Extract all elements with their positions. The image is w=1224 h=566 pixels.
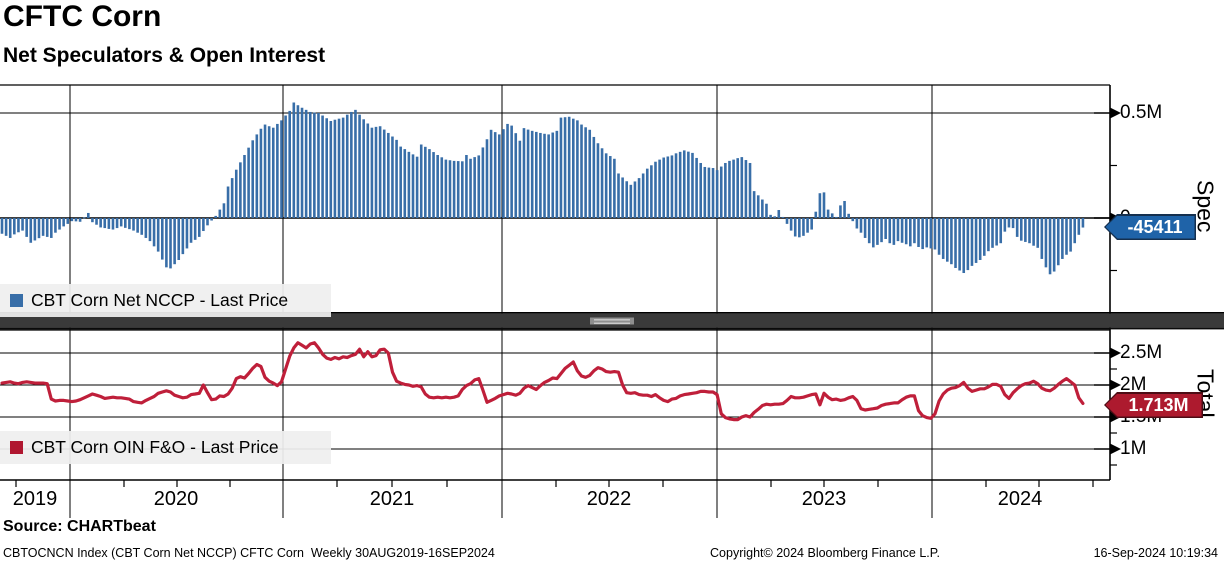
total-last-price-badge: 1.713M: [1104, 392, 1203, 418]
spec-series-swatch-icon: [10, 294, 23, 307]
total-axis-tick-label: 1M: [1120, 438, 1147, 459]
page-title: CFTC Corn: [3, 0, 162, 33]
source-label: Source: CHARTbeat: [3, 518, 156, 535]
page-subtitle: Net Speculators & Open Interest: [3, 44, 326, 67]
legend-spec-label: CBT Corn Net NCCP - Last Price: [31, 290, 289, 310]
x-axis-year-label: 2022: [586, 488, 632, 510]
total-series-swatch-icon: [10, 441, 23, 454]
spec-badge-fill: [1105, 215, 1195, 239]
spec-last-price-value: -45411: [1127, 216, 1183, 237]
x-axis-year-label: 2021: [369, 488, 415, 510]
spec-last-price-badge: -45411: [1104, 214, 1196, 240]
legend-spec-series[interactable]: CBT Corn Net NCCP - Last Price: [0, 284, 331, 317]
x-axis-year-label: 2024: [997, 488, 1043, 510]
x-axis-year-label: 2019: [12, 488, 58, 510]
footer-timestamp: 16-Sep-2024 10:19:34: [1093, 546, 1218, 560]
total-axis-tick-label: 2.5M: [1120, 342, 1163, 363]
footer-copyright: Copyright© 2024 Bloomberg Finance L.P.: [710, 546, 940, 560]
x-axis-year-label: 2023: [801, 488, 847, 510]
legend-total-label: CBT Corn OIN F&O - Last Price: [31, 437, 279, 457]
total-axis-tick-label: 2M: [1120, 374, 1147, 395]
footer-index-description: CBTOCNCN Index (CBT Corn Net NCCP) CFTC …: [3, 546, 495, 560]
spec-axis-title: Spec: [1192, 179, 1219, 233]
spec-axis-tick-label: 0.5M: [1120, 102, 1163, 123]
total-badge-fill: [1105, 393, 1202, 417]
panel-resize-handle[interactable]: [590, 317, 634, 325]
legend-total-series[interactable]: CBT Corn OIN F&O - Last Price: [0, 431, 331, 464]
x-axis-year-label: 2020: [153, 488, 199, 510]
total-last-price-value: 1.713M: [1128, 394, 1189, 415]
